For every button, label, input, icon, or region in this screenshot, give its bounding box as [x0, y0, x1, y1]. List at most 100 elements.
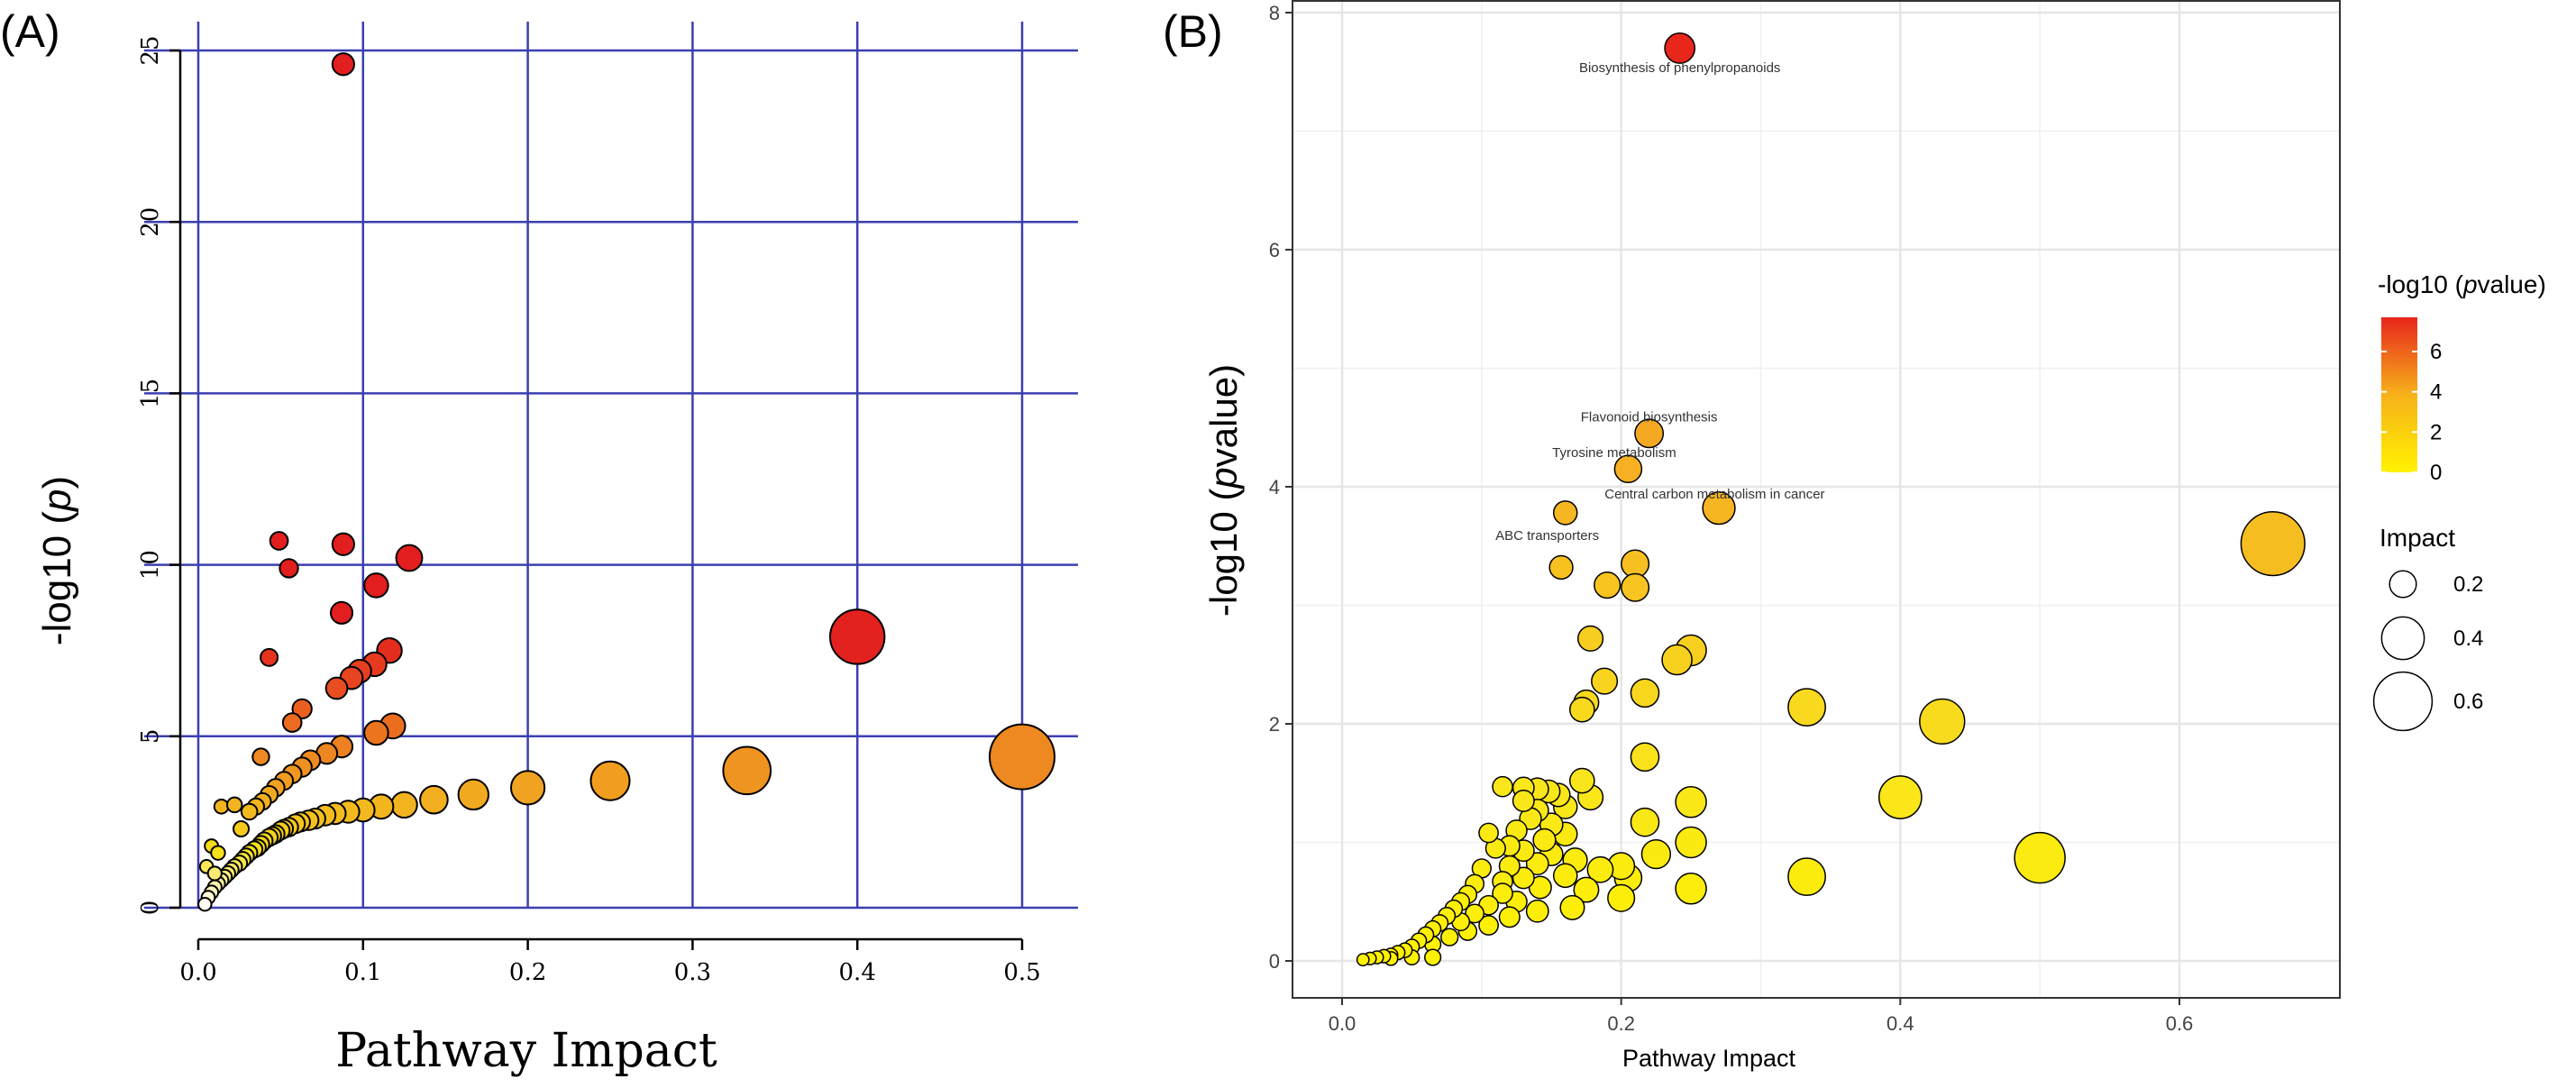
chart-a-point — [281, 712, 303, 733]
chart-b-ylabel: -log10 (pvalue) — [1202, 364, 1245, 617]
chart-a-xtick-label: 0.4 — [839, 959, 876, 986]
chart-a-point — [210, 845, 226, 861]
chart-b-annotations: Biosynthesis of phenylpropanoids Flavonoi… — [1495, 60, 1824, 544]
legend-color-title-rest: value) — [2478, 270, 2546, 298]
chart-a-point — [363, 719, 389, 746]
chart-b-point — [1568, 696, 1595, 723]
legend-size-label: 0.2 — [2453, 572, 2483, 597]
chart-b-point — [1525, 852, 1549, 876]
chart-b-point — [1525, 899, 1549, 923]
chart-b-annotation: Biosynthesis of phenylpropanoids — [1579, 60, 1780, 76]
legend-color-title-prefix: -log10 ( — [2378, 270, 2464, 298]
chart-a-ylabel-prefix: -log10 ( — [35, 511, 79, 646]
legend-size-label: 0.6 — [2453, 690, 2483, 714]
legend-colorbar-label: 0 — [2430, 461, 2442, 485]
chart-b-ytick-label: 0 — [1269, 950, 1280, 973]
chart-a-point — [390, 791, 418, 819]
chart-b-point — [1552, 863, 1578, 889]
chart-a-xtick-label: 0.1 — [344, 959, 381, 986]
panel-label-b: (B) — [1163, 6, 1223, 57]
chart-b-point — [1492, 882, 1513, 904]
legend-color-title-var: p — [2462, 270, 2478, 298]
chart-b-ytick-label: 4 — [1269, 476, 1280, 498]
chart-b-points — [1356, 32, 2306, 967]
chart-b-point — [1607, 883, 1636, 912]
chart-b-legend: -log10 (pvalue) 0 2 4 6 Impact 0.2 0.4 0.6 — [2372, 270, 2546, 732]
chart-b-point — [1573, 876, 1600, 903]
chart-a-axes — [169, 49, 1024, 950]
chart-a-ytick-label: 0 — [137, 901, 164, 916]
chart-a-ytick-label: 5 — [137, 729, 164, 745]
legend-colorbar-label: 6 — [2430, 340, 2442, 364]
chart-b-annotation: Tyrosine metabolism — [1552, 445, 1676, 461]
legend-size-label: 0.4 — [2453, 626, 2483, 651]
chart-a-point — [989, 723, 1055, 791]
chart-a-xtick-label: 0.0 — [179, 959, 216, 986]
chart-a-ylabel-var: p — [35, 489, 79, 512]
chart-a-ticks: 0 5 10 15 20 25 0.0 0.1 0.2 0.3 0.4 0.5 — [137, 35, 1041, 986]
chart-b-point — [1440, 928, 1459, 946]
chart-a-point — [269, 531, 289, 551]
chart-b-point — [1465, 903, 1485, 924]
chart-b-grid — [1285, 0, 2341, 1005]
chart-b: (B) Biosynthesis of phenylpropanoids Flav… — [1163, 0, 2546, 1072]
chart-a-point — [331, 52, 355, 77]
legend-colorbar — [2381, 317, 2417, 472]
chart-a-ytick-label: 20 — [137, 207, 164, 237]
chart-a-grid — [144, 22, 1078, 910]
chart-b-ylabel-rest: value) — [1202, 364, 1245, 467]
chart-a-xtick-label: 0.2 — [509, 959, 546, 986]
legend-size-circle — [2380, 616, 2425, 661]
chart-b-ylabel-prefix: -log10 ( — [1202, 489, 1245, 617]
chart-a-point — [260, 647, 279, 667]
chart-b-point — [1634, 418, 1665, 449]
chart-b-ytick-label: 2 — [1269, 713, 1280, 736]
chart-b-point — [1591, 667, 1619, 695]
chart-b-point — [1512, 790, 1535, 812]
chart-b-point — [1919, 698, 1966, 745]
chart-a-ytick-label: 15 — [137, 379, 164, 408]
chart-a-point — [197, 896, 213, 912]
chart-a-ytick-label: 10 — [137, 550, 164, 580]
chart-a-points — [197, 52, 1055, 912]
chart-b-point — [1664, 32, 1696, 64]
chart-a-point — [324, 676, 349, 700]
chart-a-point — [233, 820, 251, 838]
chart-a-point — [213, 798, 230, 815]
chart-b-xtick-label: 0.0 — [1329, 1012, 1357, 1035]
legend-colorbar-label: 4 — [2430, 380, 2442, 405]
legend-colorbar-label: 2 — [2430, 420, 2442, 444]
chart-b-point — [1577, 625, 1604, 652]
chart-b-point — [1478, 822, 1499, 844]
chart-b-point — [1498, 906, 1521, 928]
panel-label-a: (A) — [0, 6, 60, 57]
chart-b-point — [1787, 688, 1826, 727]
legend-colorbar-ticks: 0 2 4 6 — [2381, 340, 2442, 485]
chart-a-xtick-label: 0.3 — [674, 959, 711, 986]
chart-b-ytick-label: 8 — [1269, 2, 1280, 24]
chart-b-ytick-label: 6 — [1269, 239, 1280, 261]
chart-a-point — [457, 778, 489, 811]
chart-b-point — [1568, 767, 1595, 794]
legend-size-circle — [2372, 671, 2434, 732]
chart-b-point — [1702, 491, 1736, 526]
chart-b-point — [1675, 873, 1707, 905]
legend-size-circle — [2389, 570, 2417, 599]
chart-b-point — [1424, 948, 1442, 966]
chart-b-annotation: Flavonoid biosynthesis — [1581, 410, 1718, 425]
chart-a-point — [363, 572, 389, 599]
chart-a-point — [510, 770, 546, 806]
chart-b-point — [2240, 511, 2306, 577]
chart-b-annotation: Central carbon metabolism in cancer — [1604, 487, 1824, 502]
chart-b-point — [1640, 839, 1672, 870]
chart-b-frame — [1292, 0, 2341, 999]
chart-a-point — [722, 745, 772, 796]
chart-b-annotation: ABC transporters — [1495, 528, 1599, 544]
chart-b-point — [1356, 953, 1370, 967]
legend-size-items: 0.2 0.4 0.6 — [2372, 570, 2483, 732]
chart-b-ticks: 0 2 4 6 8 0.0 0.2 0.4 0.6 — [1269, 2, 2194, 1035]
chart-b-point — [1661, 644, 1693, 676]
chart-b-point — [1532, 827, 1557, 852]
chart-b-xtick-label: 0.2 — [1607, 1012, 1635, 1035]
chart-b-point — [1877, 775, 1923, 819]
